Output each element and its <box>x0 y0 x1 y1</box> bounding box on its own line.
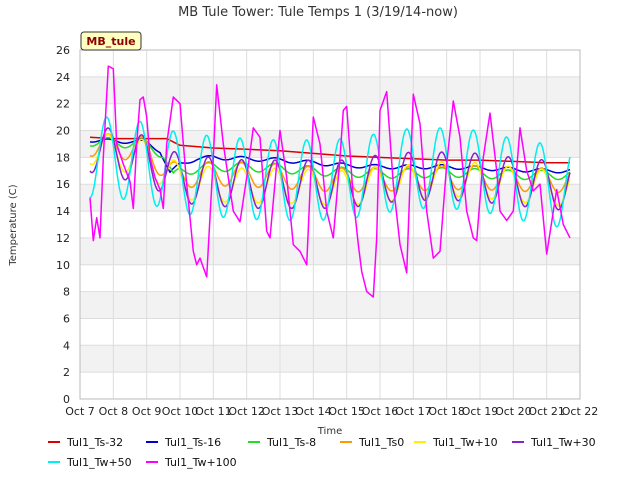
x-tick-label: Oct 22 <box>562 405 599 418</box>
y-tick-label: 24 <box>56 71 70 84</box>
legend-label: Tul1_Ts-8 <box>266 436 316 449</box>
legend-item: Tul1_Ts0 <box>340 436 404 449</box>
series-line-tul1-tw-50 <box>89 116 571 228</box>
station-badge: MB_tule <box>80 31 142 51</box>
grid-band <box>80 291 580 319</box>
x-tick-label: Oct 19 <box>462 405 499 418</box>
legend-label: Tul1_Ts0 <box>358 436 404 449</box>
x-axis-label: Time <box>317 426 342 437</box>
x-tick-label: Oct 16 <box>362 405 399 418</box>
x-tick-label: Oct 13 <box>262 405 299 418</box>
legend-item: Tul1_Ts-32 <box>48 436 123 449</box>
series-layer <box>89 65 571 298</box>
series-line-tul1-ts-32 <box>89 136 570 164</box>
x-tick-label: Oct 12 <box>228 405 265 418</box>
y-tick-label: 20 <box>56 125 70 138</box>
series-line-tul1-tw-30 <box>89 127 571 211</box>
x-tick-label: Oct 17 <box>395 405 432 418</box>
x-tick-label: Oct 7 <box>65 405 95 418</box>
y-tick-label: 8 <box>63 286 70 299</box>
legend-label: Tul1_Tw+50 <box>66 456 132 469</box>
legend-item: Tul1_Ts-16 <box>146 436 221 449</box>
y-axis-label: Temperature (C) <box>8 184 19 266</box>
x-tick-label: Oct 11 <box>195 405 232 418</box>
legend-label: Tul1_Ts-16 <box>164 436 221 449</box>
series-line-tul1-ts-8 <box>89 136 571 181</box>
legend-label: Tul1_Tw+10 <box>432 436 498 449</box>
chart-title: MB Tule Tower: Tule Temps 1 (3/19/14-now… <box>178 5 458 20</box>
y-tick-label: 2 <box>63 366 70 379</box>
grid-band <box>80 76 580 104</box>
station-badge-box <box>80 31 142 51</box>
legend-label: Tul1_Ts-32 <box>66 436 123 449</box>
y-tick-label: 14 <box>56 205 70 218</box>
legend: Tul1_Ts-32 Tul1_Ts-16 Tul1_Ts-8 Tul1_Ts0 Tul… <box>48 436 596 469</box>
y-tick-label: 6 <box>63 312 70 325</box>
x-tick-label: Oct 15 <box>328 405 365 418</box>
legend-label: Tul1_Tw+100 <box>164 456 237 469</box>
y-tick-label: 18 <box>56 151 70 164</box>
grid-band <box>80 345 580 373</box>
x-tick-label: Oct 14 <box>295 405 332 418</box>
y-tick-label: 12 <box>56 232 70 245</box>
legend-item: Tul1_Tw+10 <box>414 436 498 449</box>
grid-band <box>80 237 580 265</box>
legend-label: Tul1_Tw+30 <box>530 436 596 449</box>
x-tick-label: Oct 18 <box>428 405 465 418</box>
y-tick-label: 22 <box>56 98 70 111</box>
grid-band <box>80 130 580 158</box>
plot-frame <box>79 49 581 400</box>
x-tick-label: Oct 10 <box>162 405 199 418</box>
legend-item: Tul1_Tw+100 <box>146 456 237 469</box>
legend-item: Tul1_Tw+50 <box>48 456 132 469</box>
y-tick-label: 10 <box>56 259 70 272</box>
station-badge-label: MB_tule <box>86 35 135 48</box>
series-line-tul1-ts-16 <box>89 138 571 174</box>
series-line-tul1-tw-100 <box>89 65 571 298</box>
x-tick-label: Oct 9 <box>132 405 162 418</box>
legend-item: Tul1_Ts-8 <box>248 436 316 449</box>
legend-item: Tul1_Tw+30 <box>512 436 596 449</box>
y-tick-label: 4 <box>63 339 70 352</box>
x-tick-label: Oct 21 <box>528 405 565 418</box>
x-tick-label: Oct 8 <box>99 405 129 418</box>
y-tick-label: 0 <box>63 393 70 406</box>
x-tick-label: Oct 20 <box>495 405 532 418</box>
y-tick-label: 26 <box>56 44 70 57</box>
y-tick-label: 16 <box>56 178 70 191</box>
